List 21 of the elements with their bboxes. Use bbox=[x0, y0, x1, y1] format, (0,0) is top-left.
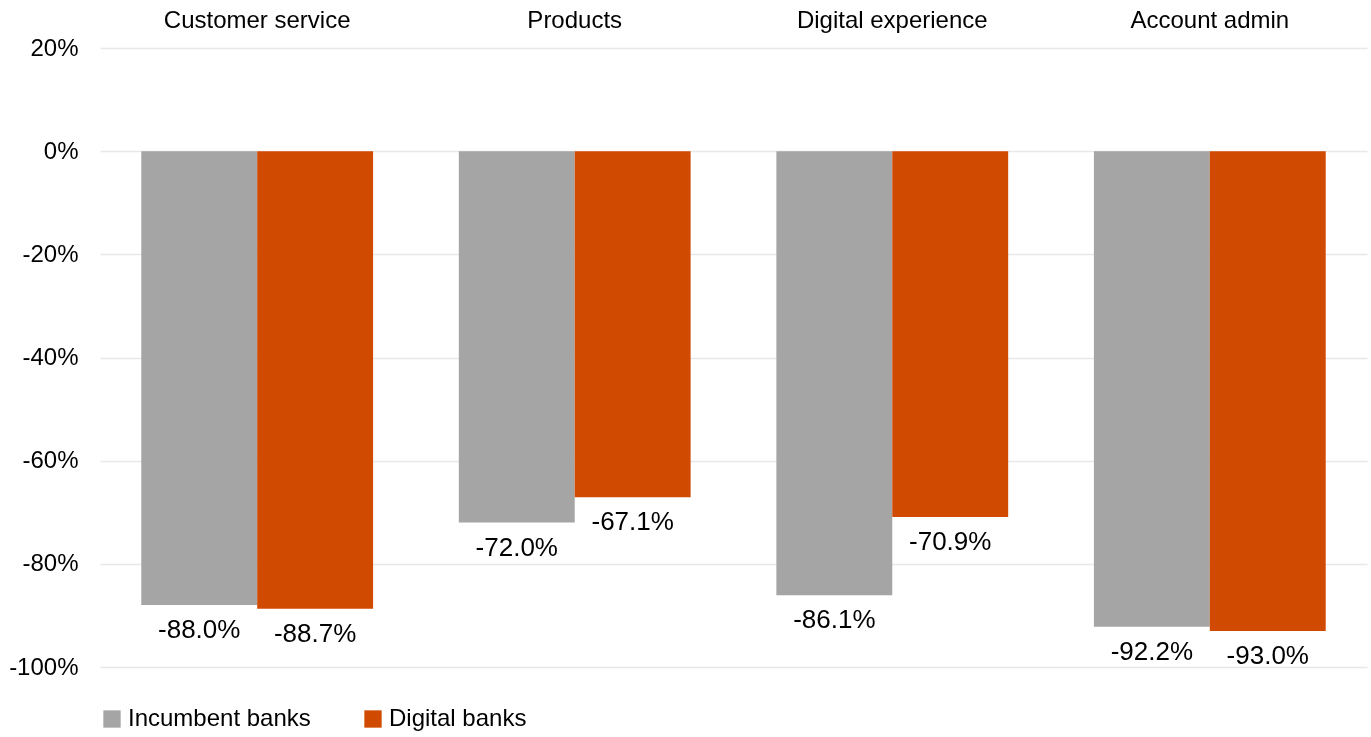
y-tick-label: -80% bbox=[22, 549, 79, 577]
data-label: -67.1% bbox=[591, 506, 674, 537]
data-label: -88.0% bbox=[158, 614, 241, 645]
y-tick-label: -20% bbox=[22, 239, 79, 267]
x-tick-label: Account admin bbox=[1130, 5, 1290, 33]
y-tick-label: -100% bbox=[9, 652, 79, 680]
y-tick-label: -40% bbox=[22, 343, 79, 370]
legend-label: Incumbent banks bbox=[128, 704, 311, 731]
y-tick-label: -60% bbox=[22, 446, 79, 474]
x-tick-label: Digital experience bbox=[796, 5, 988, 33]
data-label: -70.9% bbox=[909, 525, 992, 556]
data-label: -86.1% bbox=[793, 604, 876, 635]
data-label: -93.0% bbox=[1226, 639, 1309, 670]
x-tick-label: Products bbox=[527, 5, 623, 33]
y-tick-label: 0% bbox=[43, 136, 79, 164]
data-label: -72.0% bbox=[475, 531, 558, 562]
legend-label: Digital banks bbox=[389, 704, 527, 731]
data-label: -88.7% bbox=[273, 617, 357, 648]
y-tick-label: 20% bbox=[30, 33, 79, 61]
x-tick-label: Customer service bbox=[163, 5, 351, 33]
data-label: -92.2% bbox=[1110, 635, 1194, 666]
